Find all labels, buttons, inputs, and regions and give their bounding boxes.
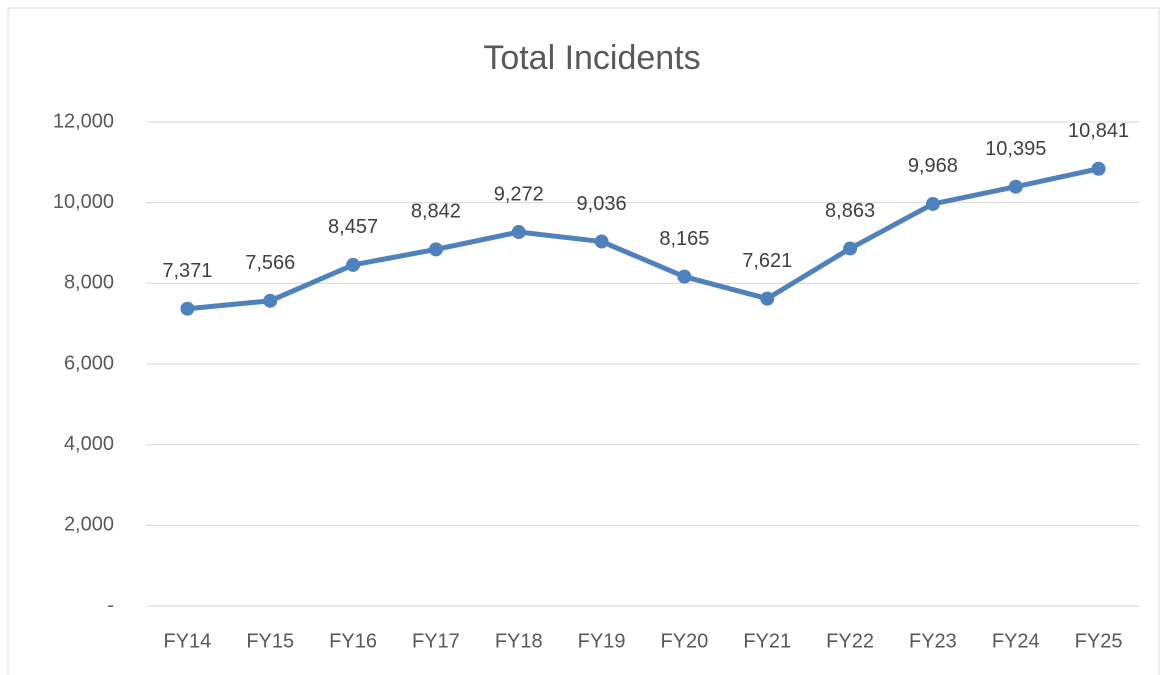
data-point [346, 257, 361, 272]
data-point [180, 301, 195, 316]
y-tick-label: 8,000 [64, 272, 114, 294]
y-tick-label: 12,000 [53, 110, 114, 132]
data-point [594, 234, 609, 249]
x-tick-label: FY14 [164, 630, 212, 652]
data-point [760, 291, 775, 306]
data-line [187, 166, 1100, 312]
y-tick-label: 10,000 [53, 191, 114, 213]
data-label: 8,863 [825, 200, 875, 222]
data-point [677, 269, 692, 284]
y-tick-label: 6,000 [64, 352, 114, 374]
data-point [843, 241, 858, 256]
data-point [1091, 161, 1106, 176]
x-tick-label: FY21 [743, 630, 791, 652]
y-tick-label: 4,000 [64, 433, 114, 455]
x-tick-label: FY20 [661, 630, 709, 652]
data-label: 8,457 [328, 216, 378, 238]
data-label: 7,566 [245, 252, 295, 274]
data-label: 8,165 [659, 228, 709, 250]
x-tick-label: FY15 [246, 630, 294, 652]
data-point [925, 196, 940, 211]
x-tick-label: FY22 [826, 630, 874, 652]
data-label: 9,272 [494, 183, 544, 205]
y-tick-label: 2,000 [64, 514, 114, 536]
x-tick-label: FY18 [495, 630, 543, 652]
data-point [263, 293, 278, 308]
x-tick-label: FY25 [1075, 630, 1123, 652]
x-tick-label: FY16 [329, 630, 377, 652]
data-point [428, 242, 443, 257]
data-label: 10,841 [1068, 120, 1129, 142]
data-point [1008, 179, 1023, 194]
data-label: 9,968 [908, 155, 958, 177]
x-tick-label: FY23 [909, 630, 957, 652]
x-tick-label: FY17 [412, 630, 460, 652]
x-tick-label: FY19 [578, 630, 626, 652]
data-label: 8,842 [411, 201, 461, 223]
x-tick-label: FY24 [992, 630, 1040, 652]
data-label: 7,371 [162, 260, 212, 282]
y-tick-label: - [107, 594, 114, 616]
data-label: 7,621 [742, 250, 792, 272]
data-label: 10,395 [985, 138, 1046, 160]
chart-title: Total Incidents [483, 39, 700, 77]
data-label: 9,036 [577, 193, 627, 215]
data-point [511, 225, 526, 240]
